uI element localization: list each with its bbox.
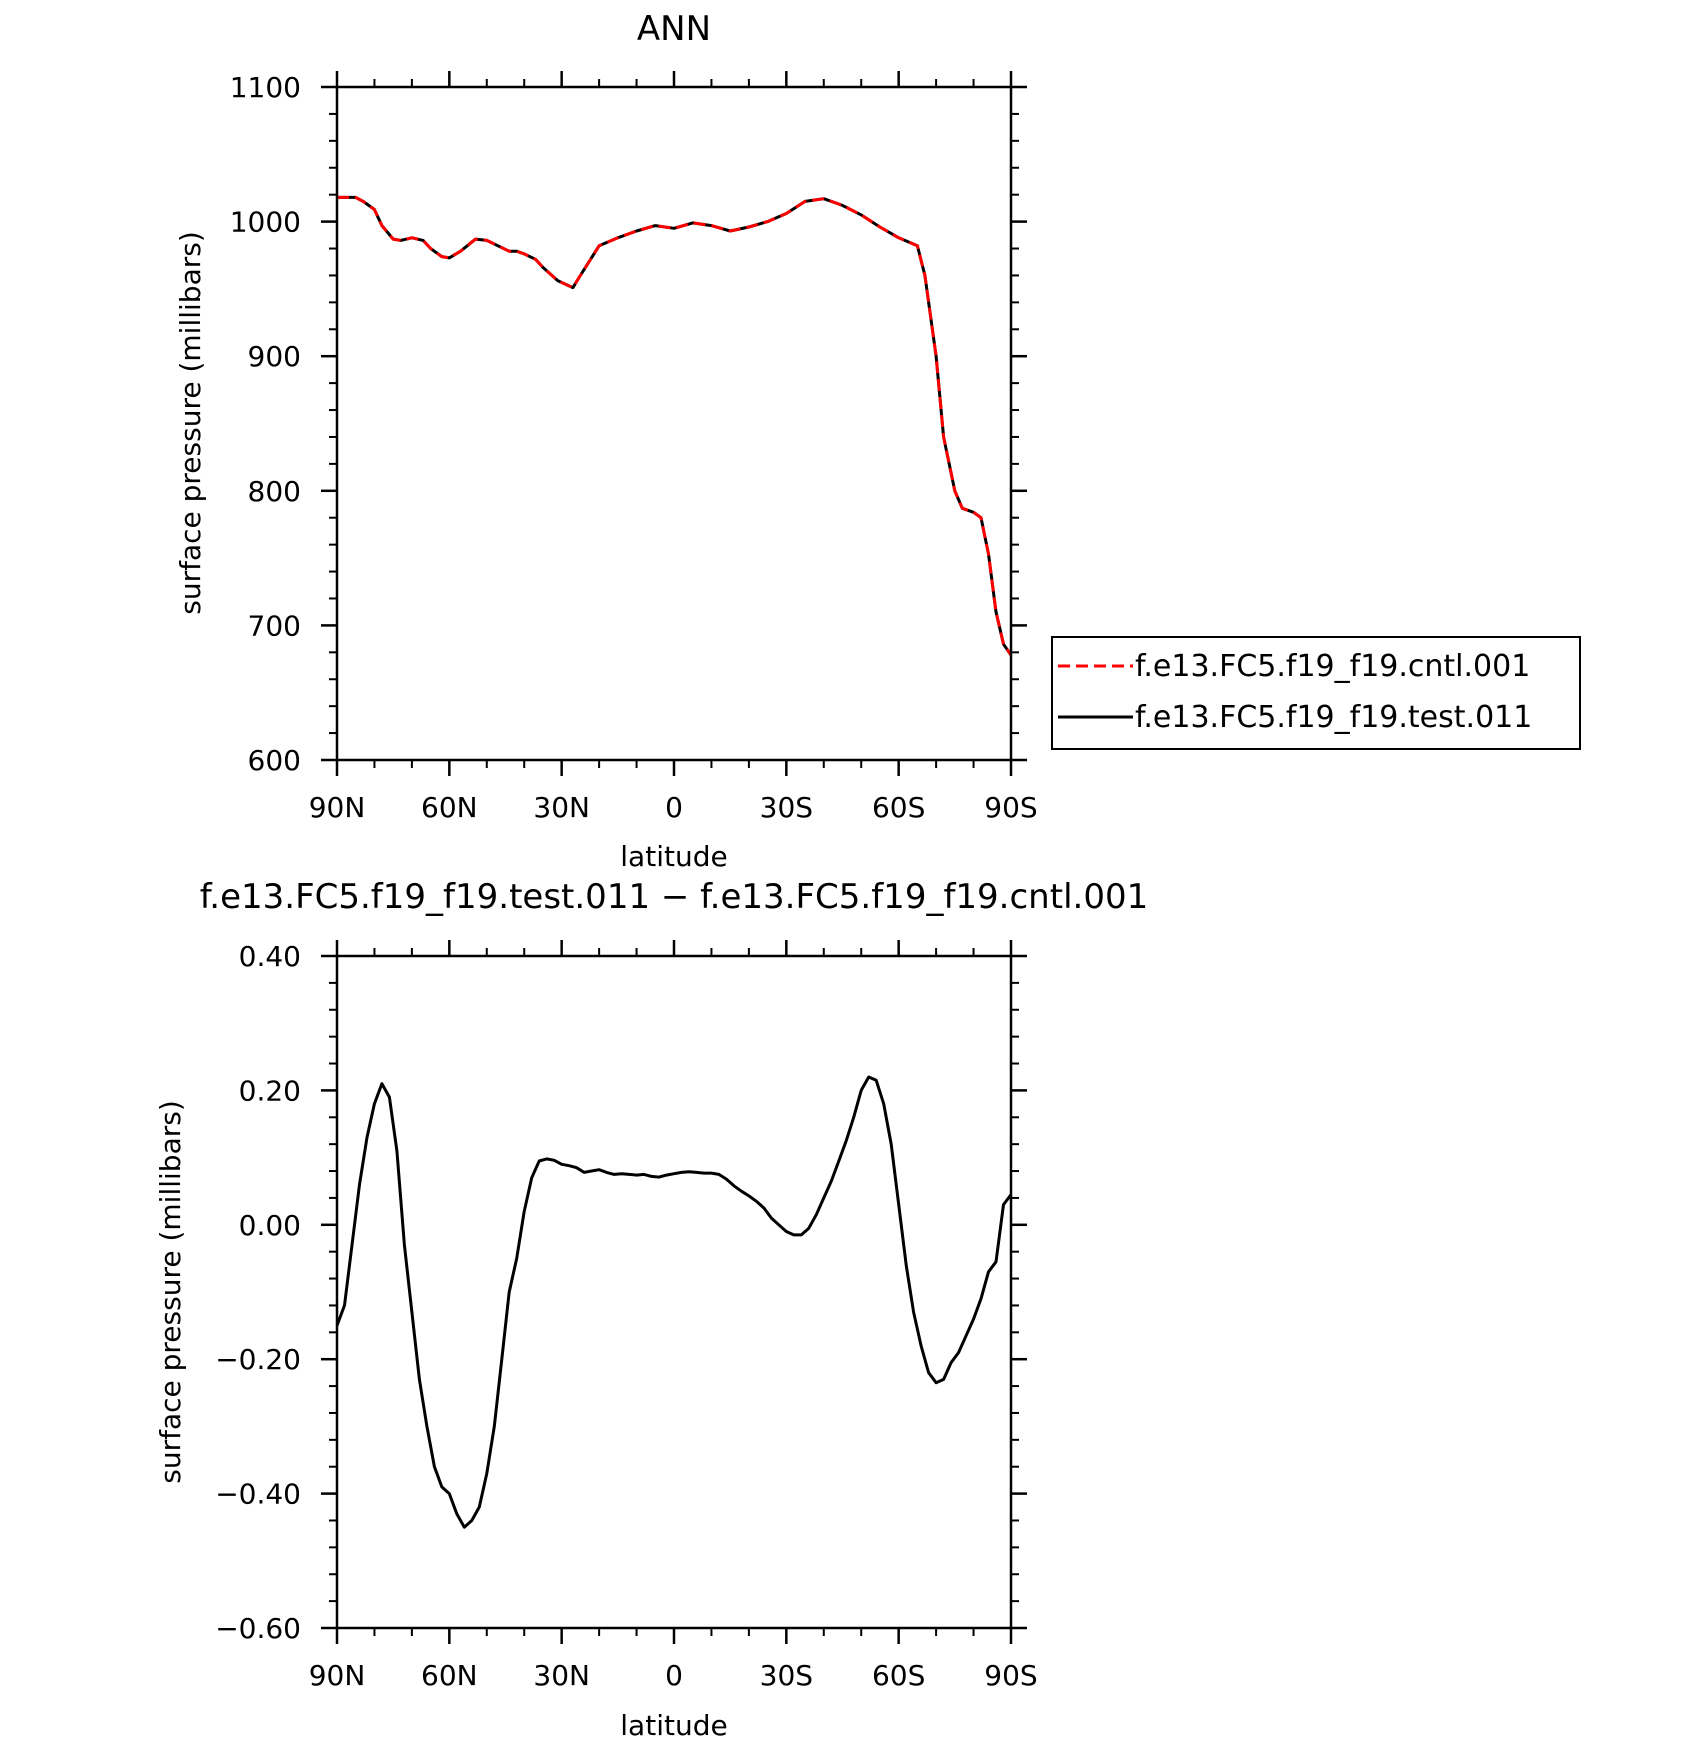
axes-ticks bbox=[321, 71, 1027, 776]
y-tick-label: 800 bbox=[248, 475, 301, 508]
tick-labels: 90N 60N 30N 0 30S 60S 90S 600 700 800 900 1000 1100 bbox=[230, 71, 1038, 824]
x-tick-label: 30N bbox=[533, 1659, 590, 1692]
legend: f.e13.FC5.f19_f19.cntl.001 f.e13.FC5.f19… bbox=[1051, 636, 1581, 750]
x-tick-label: 0 bbox=[665, 1659, 683, 1692]
y-tick-label: 600 bbox=[248, 744, 301, 777]
y-axis-label: surface pressure (millibars) bbox=[174, 231, 207, 615]
panel-title: f.e13.FC5.f19_f19.test.011 − f.e13.FC5.f… bbox=[200, 877, 1148, 917]
x-axis-label: latitude bbox=[620, 1709, 727, 1742]
difference-panel: f.e13.FC5.f19_f19.test.011 − f.e13.FC5.f… bbox=[154, 877, 1148, 1742]
y-tick-label: −0.60 bbox=[215, 1612, 301, 1645]
legend-label-cntl: f.e13.FC5.f19_f19.cntl.001 bbox=[1135, 649, 1530, 684]
y-tick-label: 700 bbox=[248, 609, 301, 642]
axes-ticks bbox=[321, 940, 1027, 1644]
y-tick-label: 900 bbox=[248, 340, 301, 373]
x-tick-label: 90N bbox=[309, 791, 366, 824]
y-tick-label: 0.00 bbox=[239, 1209, 301, 1242]
plot-lines bbox=[337, 195, 1013, 656]
tick-labels: 90N 60N 30N 0 30S 60S 90S −0.60 −0.40 −0.20 0.00 0.… bbox=[215, 940, 1038, 1692]
plot-frame bbox=[335, 85, 1013, 762]
legend-box bbox=[1051, 636, 1581, 750]
y-axis-label: surface pressure (millibars) bbox=[154, 1100, 187, 1484]
plot-lines bbox=[335, 1075, 1013, 1529]
y-tick-label: −0.20 bbox=[215, 1343, 301, 1376]
y-tick-label: 0.40 bbox=[239, 940, 301, 973]
x-tick-label: 30S bbox=[760, 1659, 813, 1692]
x-tick-label: 30N bbox=[533, 791, 590, 824]
pressure-panel: ANN 90N 60N 30N 0 30S 60S 90S 600 700 800 900 1000 1… bbox=[174, 9, 1581, 873]
series-line-cntl bbox=[337, 195, 1013, 656]
y-tick-label: 1100 bbox=[230, 71, 301, 104]
y-tick-label: 0.20 bbox=[239, 1074, 301, 1107]
series-line-test bbox=[335, 1075, 1013, 1529]
y-tick-label: −0.40 bbox=[215, 1478, 301, 1511]
x-axis-label: latitude bbox=[620, 840, 727, 873]
x-tick-label: 60S bbox=[872, 791, 925, 824]
x-tick-label: 0 bbox=[665, 791, 683, 824]
x-tick-label: 90N bbox=[309, 1659, 366, 1692]
x-tick-label: 90S bbox=[984, 1659, 1037, 1692]
legend-label-test: f.e13.FC5.f19_f19.test.011 bbox=[1135, 700, 1532, 735]
x-tick-label: 60N bbox=[421, 791, 478, 824]
x-tick-label: 90S bbox=[984, 791, 1037, 824]
y-tick-label: 1000 bbox=[230, 206, 301, 239]
x-tick-label: 30S bbox=[760, 791, 813, 824]
plot-frame bbox=[335, 954, 1013, 1630]
x-tick-label: 60N bbox=[421, 1659, 478, 1692]
panel-title: ANN bbox=[637, 9, 711, 49]
series-line-test bbox=[337, 195, 1013, 656]
x-tick-label: 60S bbox=[872, 1659, 925, 1692]
